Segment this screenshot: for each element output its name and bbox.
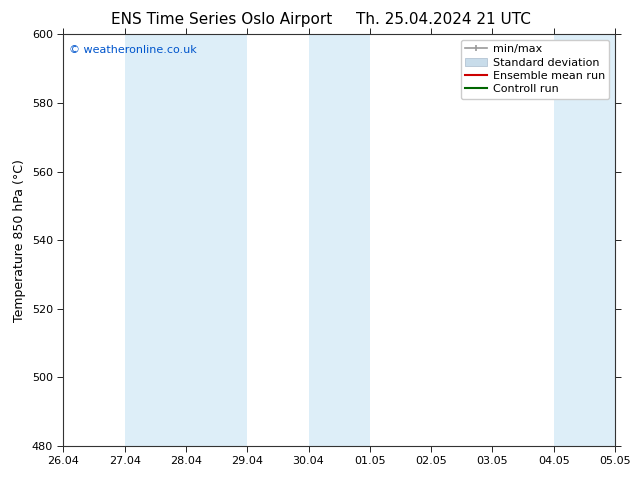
Text: © weatheronline.co.uk: © weatheronline.co.uk [69, 45, 197, 54]
Bar [217, 34, 247, 446]
Text: ENS Time Series Oslo Airport: ENS Time Series Oslo Airport [112, 12, 332, 27]
Text: Th. 25.04.2024 21 UTC: Th. 25.04.2024 21 UTC [356, 12, 531, 27]
Y-axis label: Temperature 850 hPa (°C): Temperature 850 hPa (°C) [13, 159, 26, 321]
Bar [585, 34, 615, 446]
Bar [186, 34, 217, 446]
Legend: min/max, Standard deviation, Ensemble mean run, Controll run: min/max, Standard deviation, Ensemble me… [460, 40, 609, 99]
Bar [553, 34, 585, 446]
Bar [155, 34, 186, 446]
Bar [339, 34, 370, 446]
Bar [125, 34, 155, 446]
Bar [309, 34, 339, 446]
